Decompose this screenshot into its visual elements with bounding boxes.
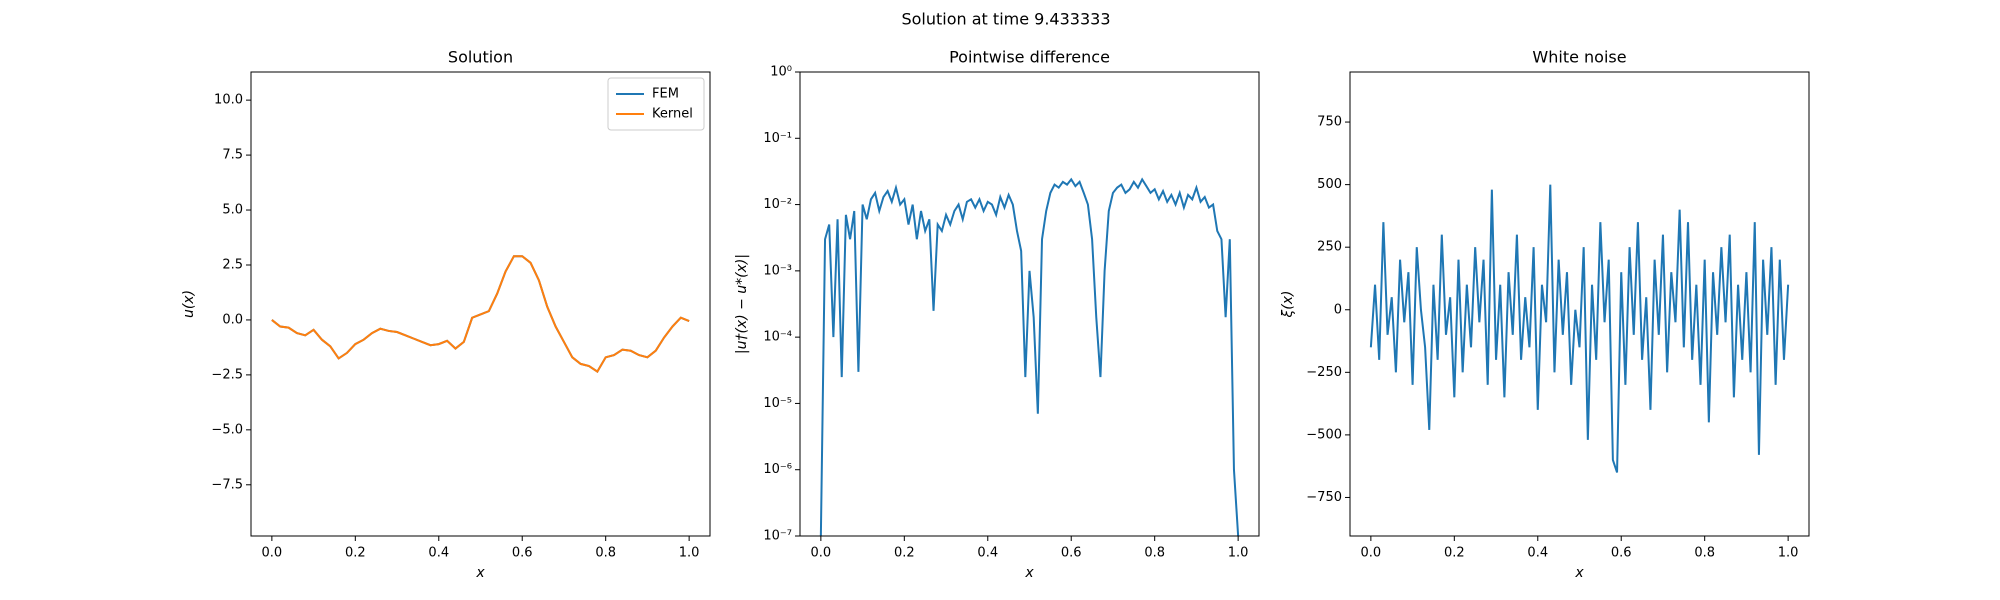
y-tick-label: 10⁻⁵ xyxy=(763,396,792,411)
y-tick-label: 10⁻⁷ xyxy=(763,529,792,544)
y-tick-label: 10⁻¹ xyxy=(763,131,792,146)
x-tick-label: 0.8 xyxy=(1694,546,1715,561)
y-tick-label: 0 xyxy=(1334,302,1342,317)
line xyxy=(819,177,1240,536)
x-tick-label: 0.2 xyxy=(1444,546,1465,561)
x-tick-label: 0.8 xyxy=(1144,546,1165,561)
line xyxy=(1369,184,1790,473)
y-tick-label: 10⁻⁶ xyxy=(763,462,792,477)
plot-frame xyxy=(1349,71,1810,537)
x-tick-label: 0.4 xyxy=(428,546,449,561)
x-tick-label: 1.0 xyxy=(1228,546,1249,561)
x-axis-label: x xyxy=(1574,565,1584,581)
y-tick-label: −750 xyxy=(1306,490,1342,505)
y-tick-label: 10⁻³ xyxy=(763,263,792,278)
y-tick-label: −5.0 xyxy=(211,422,243,437)
y-tick-label: 750 xyxy=(1317,115,1342,130)
y-tick-label: 2.5 xyxy=(222,257,243,272)
plot-frame xyxy=(799,71,1260,537)
y-tick-label: 10⁻⁴ xyxy=(763,330,792,345)
x-tick-label: 0.8 xyxy=(595,546,616,561)
x-tick-label: 0.2 xyxy=(894,546,915,561)
y-tick-label: 10⁰ xyxy=(770,65,792,80)
y-axis-label: |u†(x) − u*(x)| xyxy=(734,254,750,354)
x-tick-label: 0.6 xyxy=(512,546,533,561)
legend-label: FEM xyxy=(652,87,679,102)
y-tick-label: −2.5 xyxy=(211,367,243,382)
x-axis-label: x xyxy=(1024,565,1034,581)
x-axis-label: x xyxy=(475,565,485,581)
x-tick-label: 0.0 xyxy=(262,546,283,561)
plot-title: White noise xyxy=(1532,48,1626,67)
x-tick-label: 0.4 xyxy=(1527,546,1548,561)
legend-label: Kernel xyxy=(652,107,693,122)
x-tick-label: 0.6 xyxy=(1611,546,1632,561)
plot-title: Solution xyxy=(448,48,513,67)
y-tick-label: 10.0 xyxy=(214,93,243,108)
line xyxy=(271,255,690,374)
y-tick-label: 0.0 xyxy=(222,312,243,327)
y-tick-label: −7.5 xyxy=(211,477,243,492)
x-tick-label: 1.0 xyxy=(1778,546,1799,561)
plot-title: Pointwise difference xyxy=(949,48,1110,67)
x-tick-label: 0.0 xyxy=(811,546,832,561)
x-tick-label: 0.0 xyxy=(1361,546,1382,561)
y-tick-label: 10⁻² xyxy=(763,197,792,212)
x-tick-label: 0.4 xyxy=(977,546,998,561)
x-tick-label: 1.0 xyxy=(679,546,700,561)
y-tick-label: 500 xyxy=(1317,177,1342,192)
plot-frame xyxy=(250,71,711,537)
x-tick-label: 0.2 xyxy=(345,546,366,561)
y-tick-label: 250 xyxy=(1317,240,1342,255)
y-tick-label: 7.5 xyxy=(222,148,243,163)
y-axis-label: ξ(x) xyxy=(1280,290,1296,318)
y-tick-label: −500 xyxy=(1306,427,1342,442)
legend-box xyxy=(607,77,705,131)
y-tick-label: 5.0 xyxy=(222,203,243,218)
x-tick-label: 0.6 xyxy=(1061,546,1082,561)
y-tick-label: −250 xyxy=(1306,365,1342,380)
figure-title: Solution at time 9.433333 xyxy=(901,10,1110,29)
y-axis-label: u(x) xyxy=(181,290,197,318)
